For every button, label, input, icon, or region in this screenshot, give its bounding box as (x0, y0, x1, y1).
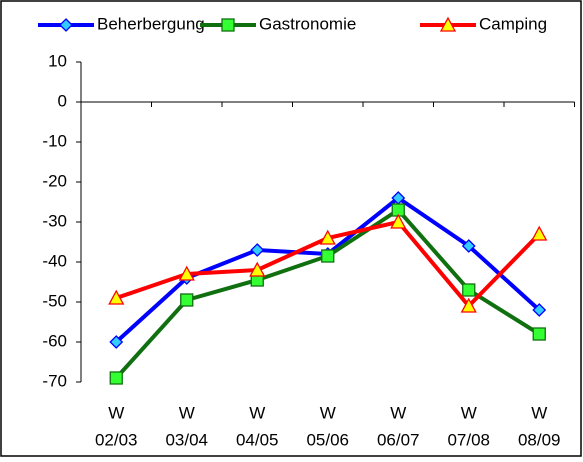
legend-label: Beherbergung (97, 14, 205, 33)
marker (109, 371, 123, 385)
y-tick-label: -30 (42, 211, 67, 230)
x-tick-label: W (320, 403, 336, 422)
marker (460, 297, 477, 313)
x-tick-label: 07/08 (447, 430, 490, 449)
marker (531, 225, 548, 241)
marker (249, 261, 266, 277)
marker (250, 243, 265, 257)
x-tick-label: W (531, 403, 547, 422)
y-tick-label: -60 (42, 331, 67, 350)
legend-label: Camping (479, 14, 547, 33)
x-tick-label: 02/03 (95, 430, 138, 449)
marker (321, 249, 335, 263)
x-tick-label: W (249, 403, 265, 422)
marker (462, 283, 476, 297)
marker (59, 18, 73, 32)
x-tick-label: 05/06 (306, 430, 349, 449)
y-tick-label: -10 (42, 131, 67, 150)
x-tick-label: W (390, 403, 406, 422)
marker (461, 239, 476, 253)
x-tick-label: W (461, 403, 477, 422)
marker (319, 229, 336, 245)
marker (180, 293, 194, 307)
y-tick-label: 0 (58, 91, 67, 110)
marker (108, 289, 125, 305)
y-tick-label: -40 (42, 251, 67, 270)
x-tick-label: W (179, 403, 195, 422)
marker (439, 16, 457, 32)
y-tick-label: -70 (42, 371, 67, 390)
marker (221, 18, 235, 32)
marker (532, 303, 547, 317)
y-tick-label: 10 (48, 51, 67, 70)
x-tick-label: W (108, 403, 124, 422)
y-tick-label: -50 (42, 291, 67, 310)
x-tick-label: 08/09 (518, 430, 561, 449)
marker (390, 213, 407, 229)
marker (532, 327, 546, 341)
x-tick-label: 03/04 (165, 430, 208, 449)
legend-label: Gastronomie (259, 14, 356, 33)
marker (109, 335, 124, 349)
x-tick-label: 06/07 (377, 430, 420, 449)
y-tick-label: -20 (42, 171, 67, 190)
marker (178, 265, 195, 281)
x-tick-label: 04/05 (236, 430, 279, 449)
